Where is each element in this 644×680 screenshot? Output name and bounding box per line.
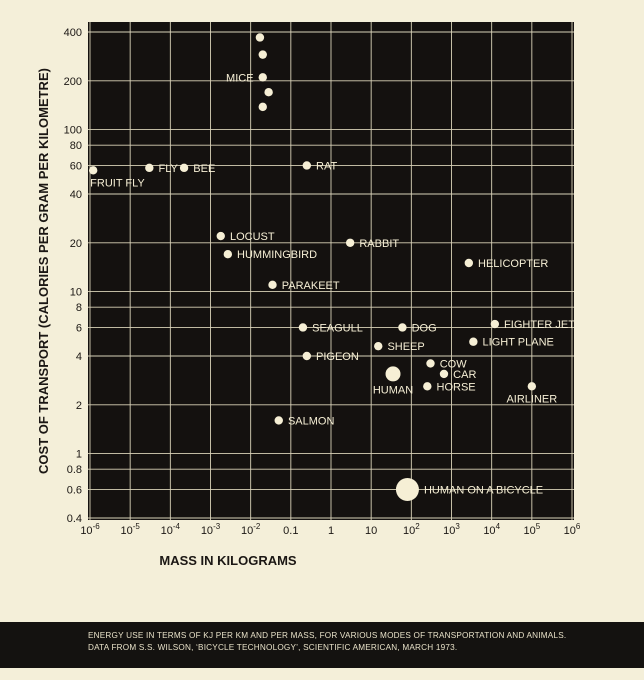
- data-point: [398, 323, 407, 332]
- x-tick-label: 102: [403, 522, 420, 537]
- point-label: LOCUST: [230, 231, 275, 243]
- y-tick-label: 100: [64, 125, 82, 137]
- x-tick-label: 10-6: [80, 522, 100, 537]
- point-label: FLY: [159, 163, 179, 175]
- x-tick-label: 10-4: [161, 522, 181, 537]
- y-tick-label: 400: [64, 27, 82, 39]
- point-label: HUMMINGBIRD: [237, 249, 317, 261]
- data-point: [268, 280, 277, 290]
- data-point: [302, 351, 312, 361]
- point-label: FRUIT FLY: [90, 178, 145, 190]
- data-point: [258, 73, 267, 82]
- x-tick-label: 10: [365, 525, 377, 537]
- data-point: [426, 359, 435, 368]
- point-label: MICE: [226, 72, 254, 84]
- data-point: [490, 319, 500, 329]
- x-axis-title: MASS IN KILOGRAMS: [159, 553, 297, 568]
- point-label: LIGHT PLANE: [483, 337, 554, 349]
- point-label: RABBIT: [359, 238, 399, 250]
- data-point: [274, 416, 283, 425]
- data-point: [258, 50, 267, 59]
- data-point: [88, 166, 98, 175]
- point-label: HELICOPTER: [478, 258, 548, 270]
- data-point: [179, 163, 189, 173]
- data-point: [145, 163, 154, 173]
- data-point: [302, 161, 312, 170]
- y-tick-label: 2: [76, 400, 82, 412]
- y-tick-label: 40: [70, 189, 82, 201]
- y-tick-label: 1: [76, 449, 82, 461]
- point-label: COW: [440, 358, 468, 370]
- data-point: [423, 382, 432, 391]
- point-label: SHEEP: [387, 341, 424, 353]
- point-label: SALMON: [288, 415, 335, 427]
- x-tick-label: 104: [483, 522, 500, 537]
- data-point: [527, 382, 537, 391]
- point-label: AIRLINER: [506, 394, 557, 406]
- y-tick-label: 200: [64, 76, 82, 88]
- point-label: DOG: [412, 322, 437, 334]
- x-tick-label: 10-2: [241, 522, 261, 537]
- point-labels: MICE FRUIT FLY FLY BEE RAT LOCUST HUMMINGBIRD R…: [90, 72, 575, 496]
- point-label: PIGEON: [316, 351, 359, 363]
- y-tick-label: 10: [70, 287, 82, 299]
- point-label: HUMAN ON A BICYCLE: [424, 484, 543, 496]
- data-point: [374, 341, 383, 351]
- x-tick-label: 103: [443, 522, 460, 537]
- caption-band: ENERGY USE IN TERMS OF KJ PER KM AND PER…: [0, 622, 644, 668]
- data-point: [264, 88, 273, 97]
- x-tick-label: 10-3: [201, 522, 221, 537]
- data-point: [258, 102, 267, 112]
- y-axis-title: COST OF TRANSPORT (CALORIES PER GRAM PER…: [36, 68, 51, 474]
- point-label: HUMAN: [373, 384, 413, 396]
- y-tick-label: 0.4: [67, 513, 82, 525]
- y-tick-label: 20: [70, 238, 82, 250]
- y-tick-label: 0.8: [67, 464, 82, 476]
- data-point: [223, 250, 233, 259]
- y-tick-label: 60: [70, 160, 82, 172]
- data-point: [464, 258, 474, 268]
- data-point: [216, 231, 225, 241]
- scatter-chart: MICE FRUIT FLY FLY BEE RAT LOCUST HUMMINGBIRD R…: [36, 22, 581, 568]
- y-tick-label: 0.6: [67, 484, 82, 496]
- data-point: [345, 238, 355, 247]
- data-point: [439, 369, 449, 379]
- data-point: [395, 477, 419, 501]
- x-tick-label: 1: [328, 525, 334, 537]
- point-label: BEE: [193, 163, 215, 175]
- x-tick-label: 105: [523, 522, 540, 537]
- y-tick-label: 8: [76, 302, 82, 314]
- point-label: RAT: [316, 160, 337, 172]
- data-point: [255, 33, 265, 42]
- x-tick-label: 0.1: [283, 525, 298, 537]
- x-axis-tick-labels: 10-6 10-5 10-4 10-3 10-2 0.1 1 10 102 103 104 105 10…: [80, 522, 581, 537]
- point-label: FIGHTER JET: [504, 319, 575, 331]
- y-axis-tick-labels: 0.4 0.6 0.8 1 2 4 6 8 10 20 40 60 80 100 200 400: [64, 27, 82, 525]
- y-tick-label: 80: [70, 140, 82, 152]
- data-point: [298, 323, 308, 332]
- data-point: [469, 337, 478, 346]
- y-tick-label: 4: [76, 351, 82, 363]
- point-label: PARAKEET: [282, 280, 340, 292]
- x-tick-label: 10-5: [120, 522, 140, 537]
- caption-line-2: DATA FROM S.S. WILSON, ‘BICYCLE TECHNOLO…: [88, 643, 458, 652]
- point-label: CAR: [453, 369, 476, 381]
- point-label: SEAGULL: [312, 322, 363, 334]
- caption-line-1: ENERGY USE IN TERMS OF KJ PER KM AND PER…: [88, 631, 567, 640]
- point-label: HORSE: [437, 381, 476, 393]
- y-tick-label: 6: [76, 322, 82, 334]
- data-points: [88, 33, 537, 501]
- data-point: [385, 366, 401, 382]
- x-tick-label: 106: [564, 522, 581, 537]
